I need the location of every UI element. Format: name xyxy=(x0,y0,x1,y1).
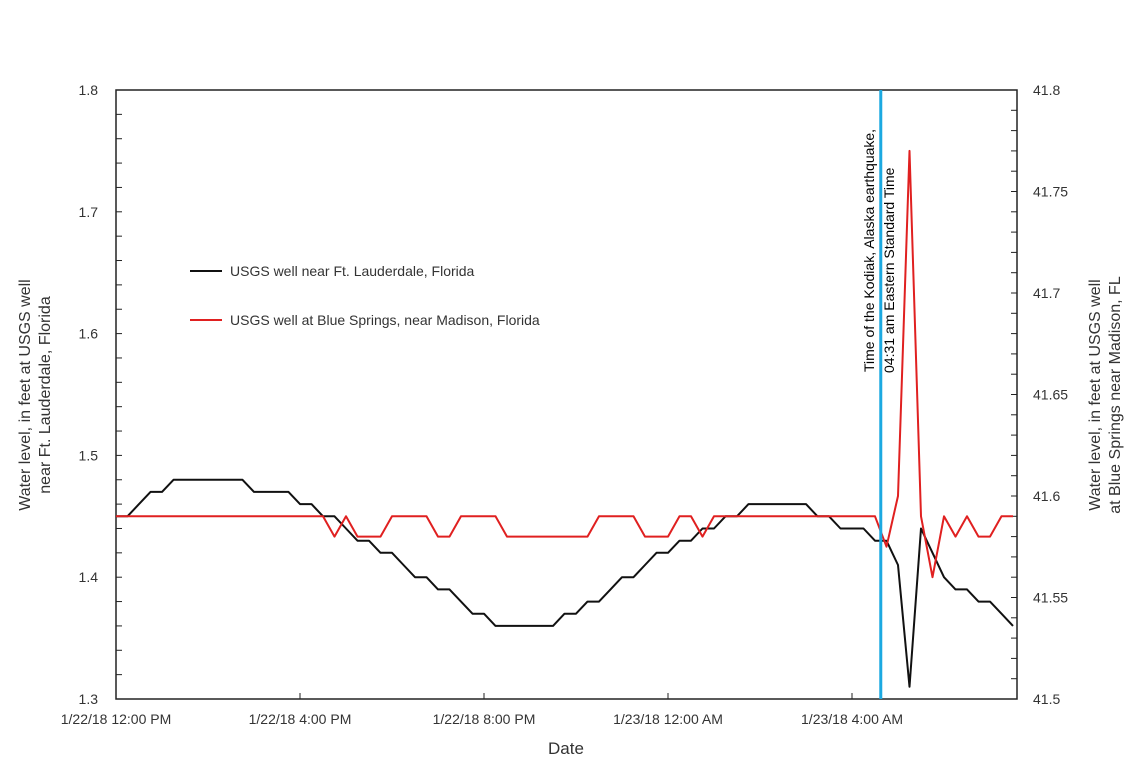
annotation-line1: Time of the Kodiak, Alaska earthquake, xyxy=(861,129,877,372)
right-tick-label: 41.5 xyxy=(1033,691,1060,707)
left-axis-title-line1: Water level, in feet at USGS well xyxy=(17,279,34,511)
right-tick-label: 41.6 xyxy=(1033,488,1060,504)
x-tick-label: 1/22/18 12:00 PM xyxy=(61,711,172,727)
right-axis-title-line1: Water level, in feet at USGS well xyxy=(1087,279,1104,511)
right-tick-label: 41.75 xyxy=(1033,184,1068,200)
annotation-line2: 04:31 am Eastern Standard Time xyxy=(881,167,897,373)
right-tick-label: 41.8 xyxy=(1033,82,1060,98)
left-tick-label: 1.7 xyxy=(79,204,99,220)
series-line-ft-lauderdale xyxy=(116,480,1013,687)
legend-label-blue-springs: USGS well at Blue Springs, near Madison,… xyxy=(230,312,540,328)
left-tick-label: 1.3 xyxy=(79,691,99,707)
right-tick-label: 41.65 xyxy=(1033,387,1068,403)
legend-label-ft-lauderdale: USGS well near Ft. Lauderdale, Florida xyxy=(230,263,475,279)
left-axis-title-line2: near Ft. Lauderdale, Florida xyxy=(37,296,54,494)
legend: USGS well near Ft. Lauderdale, Florida U… xyxy=(190,263,540,328)
right-axis-title-line2: at Blue Springs near Madison, FL xyxy=(1107,276,1124,514)
series-line-blue-springs xyxy=(116,151,1013,577)
x-tick-label: 1/22/18 4:00 PM xyxy=(249,711,352,727)
left-tick-label: 1.4 xyxy=(79,569,99,585)
x-tick-label: 1/23/18 4:00 AM xyxy=(801,711,903,727)
left-tick-label: 1.5 xyxy=(79,447,99,463)
right-tick-label: 41.7 xyxy=(1033,285,1060,301)
right-tick-label: 41.55 xyxy=(1033,590,1068,606)
x-tick-label: 1/22/18 8:00 PM xyxy=(433,711,536,727)
x-tick-label: 1/23/18 12:00 AM xyxy=(613,711,723,727)
left-tick-label: 1.6 xyxy=(79,326,99,342)
x-axis-title: Date xyxy=(548,739,584,758)
left-tick-label: 1.8 xyxy=(79,82,99,98)
